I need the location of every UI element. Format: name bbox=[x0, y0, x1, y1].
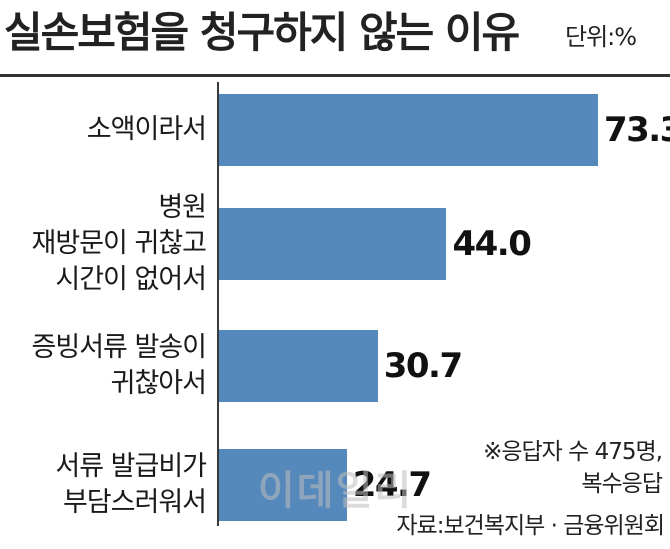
bar bbox=[219, 449, 347, 521]
unit-label: 단위:% bbox=[565, 23, 637, 51]
category-label-line: 증빙서류 발송이 bbox=[31, 332, 207, 363]
category-label-line: 병원 bbox=[158, 192, 207, 223]
data-label: 30.7 bbox=[383, 346, 463, 386]
data-label: 73.3 bbox=[603, 110, 670, 150]
title-divider bbox=[0, 74, 670, 77]
category-label-line: 재방문이 귀찮고 bbox=[31, 228, 207, 259]
category-label-line: 부담스러워서 bbox=[62, 487, 207, 518]
sample-note: ※응답자 수 475명, 복수응답 bbox=[483, 436, 663, 500]
note-line: ※응답자 수 475명, bbox=[483, 439, 663, 465]
source-credit: 자료:보건복지부 · 금융위원회 bbox=[396, 513, 665, 539]
watermark-logo: 이데일리 bbox=[258, 468, 414, 514]
note-line: 복수응답 bbox=[581, 471, 663, 497]
category-label: 소액이라서 bbox=[86, 112, 207, 148]
category-label-line: 소액이라서 bbox=[86, 114, 207, 145]
bar bbox=[219, 208, 447, 280]
data-label: 44.0 bbox=[452, 224, 531, 264]
chart-title: 실손보험을 청구하지 않는 이유 bbox=[4, 8, 520, 57]
bar bbox=[219, 94, 598, 166]
data-label: 24.7 bbox=[352, 465, 432, 505]
category-label-line: 시간이 없어서 bbox=[55, 264, 207, 295]
bar bbox=[219, 330, 378, 402]
category-label-line: 서류 발급비가 bbox=[55, 451, 207, 482]
category-axis-line bbox=[217, 82, 219, 526]
category-label-line: 귀찮아서 bbox=[110, 368, 207, 399]
